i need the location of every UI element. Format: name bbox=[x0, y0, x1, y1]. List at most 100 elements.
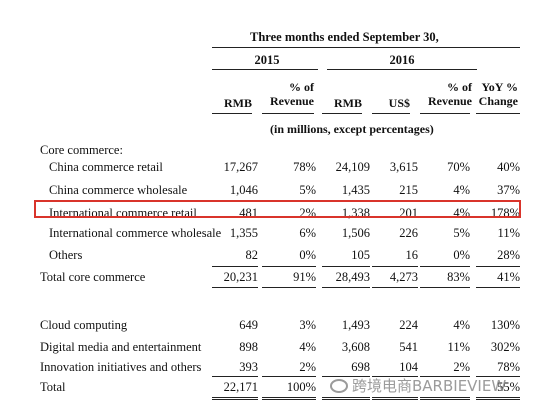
total-rule bbox=[476, 399, 520, 400]
cell-usd16: 226 bbox=[399, 226, 418, 240]
table-row: China commerce retail 17,267 78% 24,109 3,61… bbox=[0, 160, 550, 175]
cell-pct15: 3% bbox=[299, 318, 316, 332]
cell-pct15: 6% bbox=[299, 226, 316, 240]
row-label: Total bbox=[40, 380, 66, 394]
row-label: China commerce retail bbox=[49, 160, 163, 174]
cell-rmb16: 1,435 bbox=[341, 183, 370, 197]
cell-rmb15: 17,267 bbox=[223, 160, 258, 174]
cell-pct15: 91% bbox=[293, 270, 316, 284]
total-rule bbox=[476, 266, 520, 267]
section-core-commerce: Core commerce: bbox=[40, 143, 123, 157]
total-rule bbox=[262, 266, 316, 267]
wechat-icon bbox=[330, 379, 348, 393]
cell-rmb15: 82 bbox=[245, 248, 259, 262]
total-rule bbox=[322, 266, 370, 267]
table-row: Total core commerce 20,231 91% 28,493 4,273 8… bbox=[0, 270, 550, 285]
total-rule bbox=[262, 287, 316, 288]
cell-pct15: 2% bbox=[299, 360, 316, 374]
col-rmb-2015: RMB bbox=[224, 96, 252, 110]
total-rule bbox=[420, 266, 470, 267]
cell-rmb16: 105 bbox=[351, 248, 370, 262]
year-2016: 2016 bbox=[389, 53, 415, 67]
cell-yoy: 78% bbox=[497, 360, 520, 374]
cell-pct15: 78% bbox=[293, 160, 316, 174]
total-rule bbox=[476, 287, 520, 288]
total-rule bbox=[372, 287, 418, 288]
period-header: Three months ended September 30, bbox=[250, 30, 439, 44]
rule-col3 bbox=[322, 113, 362, 114]
row-label: China commerce wholesale bbox=[49, 183, 188, 197]
total-rule bbox=[476, 397, 520, 398]
cell-yoy: 11% bbox=[497, 226, 520, 240]
total-rule bbox=[212, 399, 258, 400]
total-rule bbox=[322, 376, 370, 377]
cell-rmb15: 898 bbox=[239, 340, 258, 354]
row-label: Total core commerce bbox=[40, 270, 146, 284]
cell-pct16: 5% bbox=[453, 226, 470, 240]
row-label: Others bbox=[49, 248, 83, 262]
cell-pct15: 0% bbox=[299, 248, 316, 262]
table-row: Innovation initiatives and others 393 2% 69… bbox=[0, 360, 550, 375]
col-usd-2016: US$ bbox=[388, 96, 410, 110]
total-rule bbox=[322, 399, 370, 400]
col-yoy: YoY % Change bbox=[478, 80, 518, 108]
highlight-box bbox=[34, 200, 521, 218]
watermark: 跨境电商BARBIEVIEW bbox=[330, 375, 506, 396]
cell-yoy: 37% bbox=[497, 183, 520, 197]
cell-rmb16: 24,109 bbox=[335, 160, 370, 174]
rule-col5 bbox=[420, 113, 470, 114]
table-row: Digital media and entertainment 898 4% 3,60… bbox=[0, 340, 550, 355]
row-label: International commerce wholesale bbox=[49, 226, 222, 240]
total-rule bbox=[420, 376, 470, 377]
table-row: International commerce wholesale 1,355 6% 1… bbox=[0, 226, 550, 241]
total-rule bbox=[420, 287, 470, 288]
cell-pct16: 0% bbox=[453, 248, 470, 262]
total-rule bbox=[372, 376, 418, 377]
total-rule bbox=[322, 287, 370, 288]
cell-rmb15: 1,355 bbox=[229, 226, 258, 240]
row-label: Digital media and entertainment bbox=[40, 340, 202, 354]
cell-rmb15: 22,171 bbox=[223, 380, 258, 394]
cell-rmb16: 698 bbox=[351, 360, 370, 374]
cell-pct16: 4% bbox=[453, 183, 470, 197]
total-rule bbox=[262, 376, 316, 377]
cell-rmb15: 20,231 bbox=[223, 270, 258, 284]
col-pct-2015: % of Revenue bbox=[270, 80, 314, 108]
cell-pct16: 83% bbox=[447, 270, 470, 284]
row-label: Cloud computing bbox=[40, 318, 128, 332]
rule-col1 bbox=[212, 113, 252, 114]
year-2015: 2015 bbox=[254, 53, 280, 67]
cell-pct16: 4% bbox=[453, 318, 470, 332]
cell-usd16: 3,615 bbox=[389, 160, 418, 174]
rule-col2 bbox=[262, 113, 314, 114]
cell-rmb15: 393 bbox=[239, 360, 258, 374]
cell-pct15: 5% bbox=[299, 183, 316, 197]
total-rule bbox=[262, 399, 316, 400]
cell-rmb16: 3,608 bbox=[341, 340, 370, 354]
rule-col6 bbox=[476, 113, 520, 114]
units-note: (in millions, except percentages) bbox=[270, 122, 434, 136]
table-row: China commerce wholesale 1,046 5% 1,435 215 4… bbox=[0, 183, 550, 198]
period-rule bbox=[212, 47, 520, 48]
col-pct-2016: % of Revenue bbox=[428, 80, 472, 108]
cell-pct15: 4% bbox=[299, 340, 316, 354]
total-rule bbox=[476, 376, 520, 377]
cell-usd16: 541 bbox=[399, 340, 418, 354]
row-label: Innovation initiatives and others bbox=[40, 360, 202, 374]
cell-pct16: 11% bbox=[447, 340, 470, 354]
table-row: Cloud computing 649 3% 1,493 224 4% 130% bbox=[0, 318, 550, 333]
total-rule bbox=[420, 399, 470, 400]
total-rule bbox=[212, 397, 258, 398]
cell-pct15: 100% bbox=[286, 380, 316, 394]
cell-rmb16: 1,506 bbox=[341, 226, 370, 240]
table-row: Others 82 0% 105 16 0% 28% bbox=[0, 248, 550, 263]
rule-2015 bbox=[212, 69, 318, 70]
cell-pct16: 70% bbox=[447, 160, 470, 174]
total-rule bbox=[372, 397, 418, 398]
cell-rmb16: 1,493 bbox=[341, 318, 370, 332]
cell-rmb15: 649 bbox=[239, 318, 258, 332]
cell-usd16: 215 bbox=[399, 183, 418, 197]
col-rmb-2016: RMB bbox=[334, 96, 362, 110]
cell-rmb16: 28,493 bbox=[335, 270, 370, 284]
